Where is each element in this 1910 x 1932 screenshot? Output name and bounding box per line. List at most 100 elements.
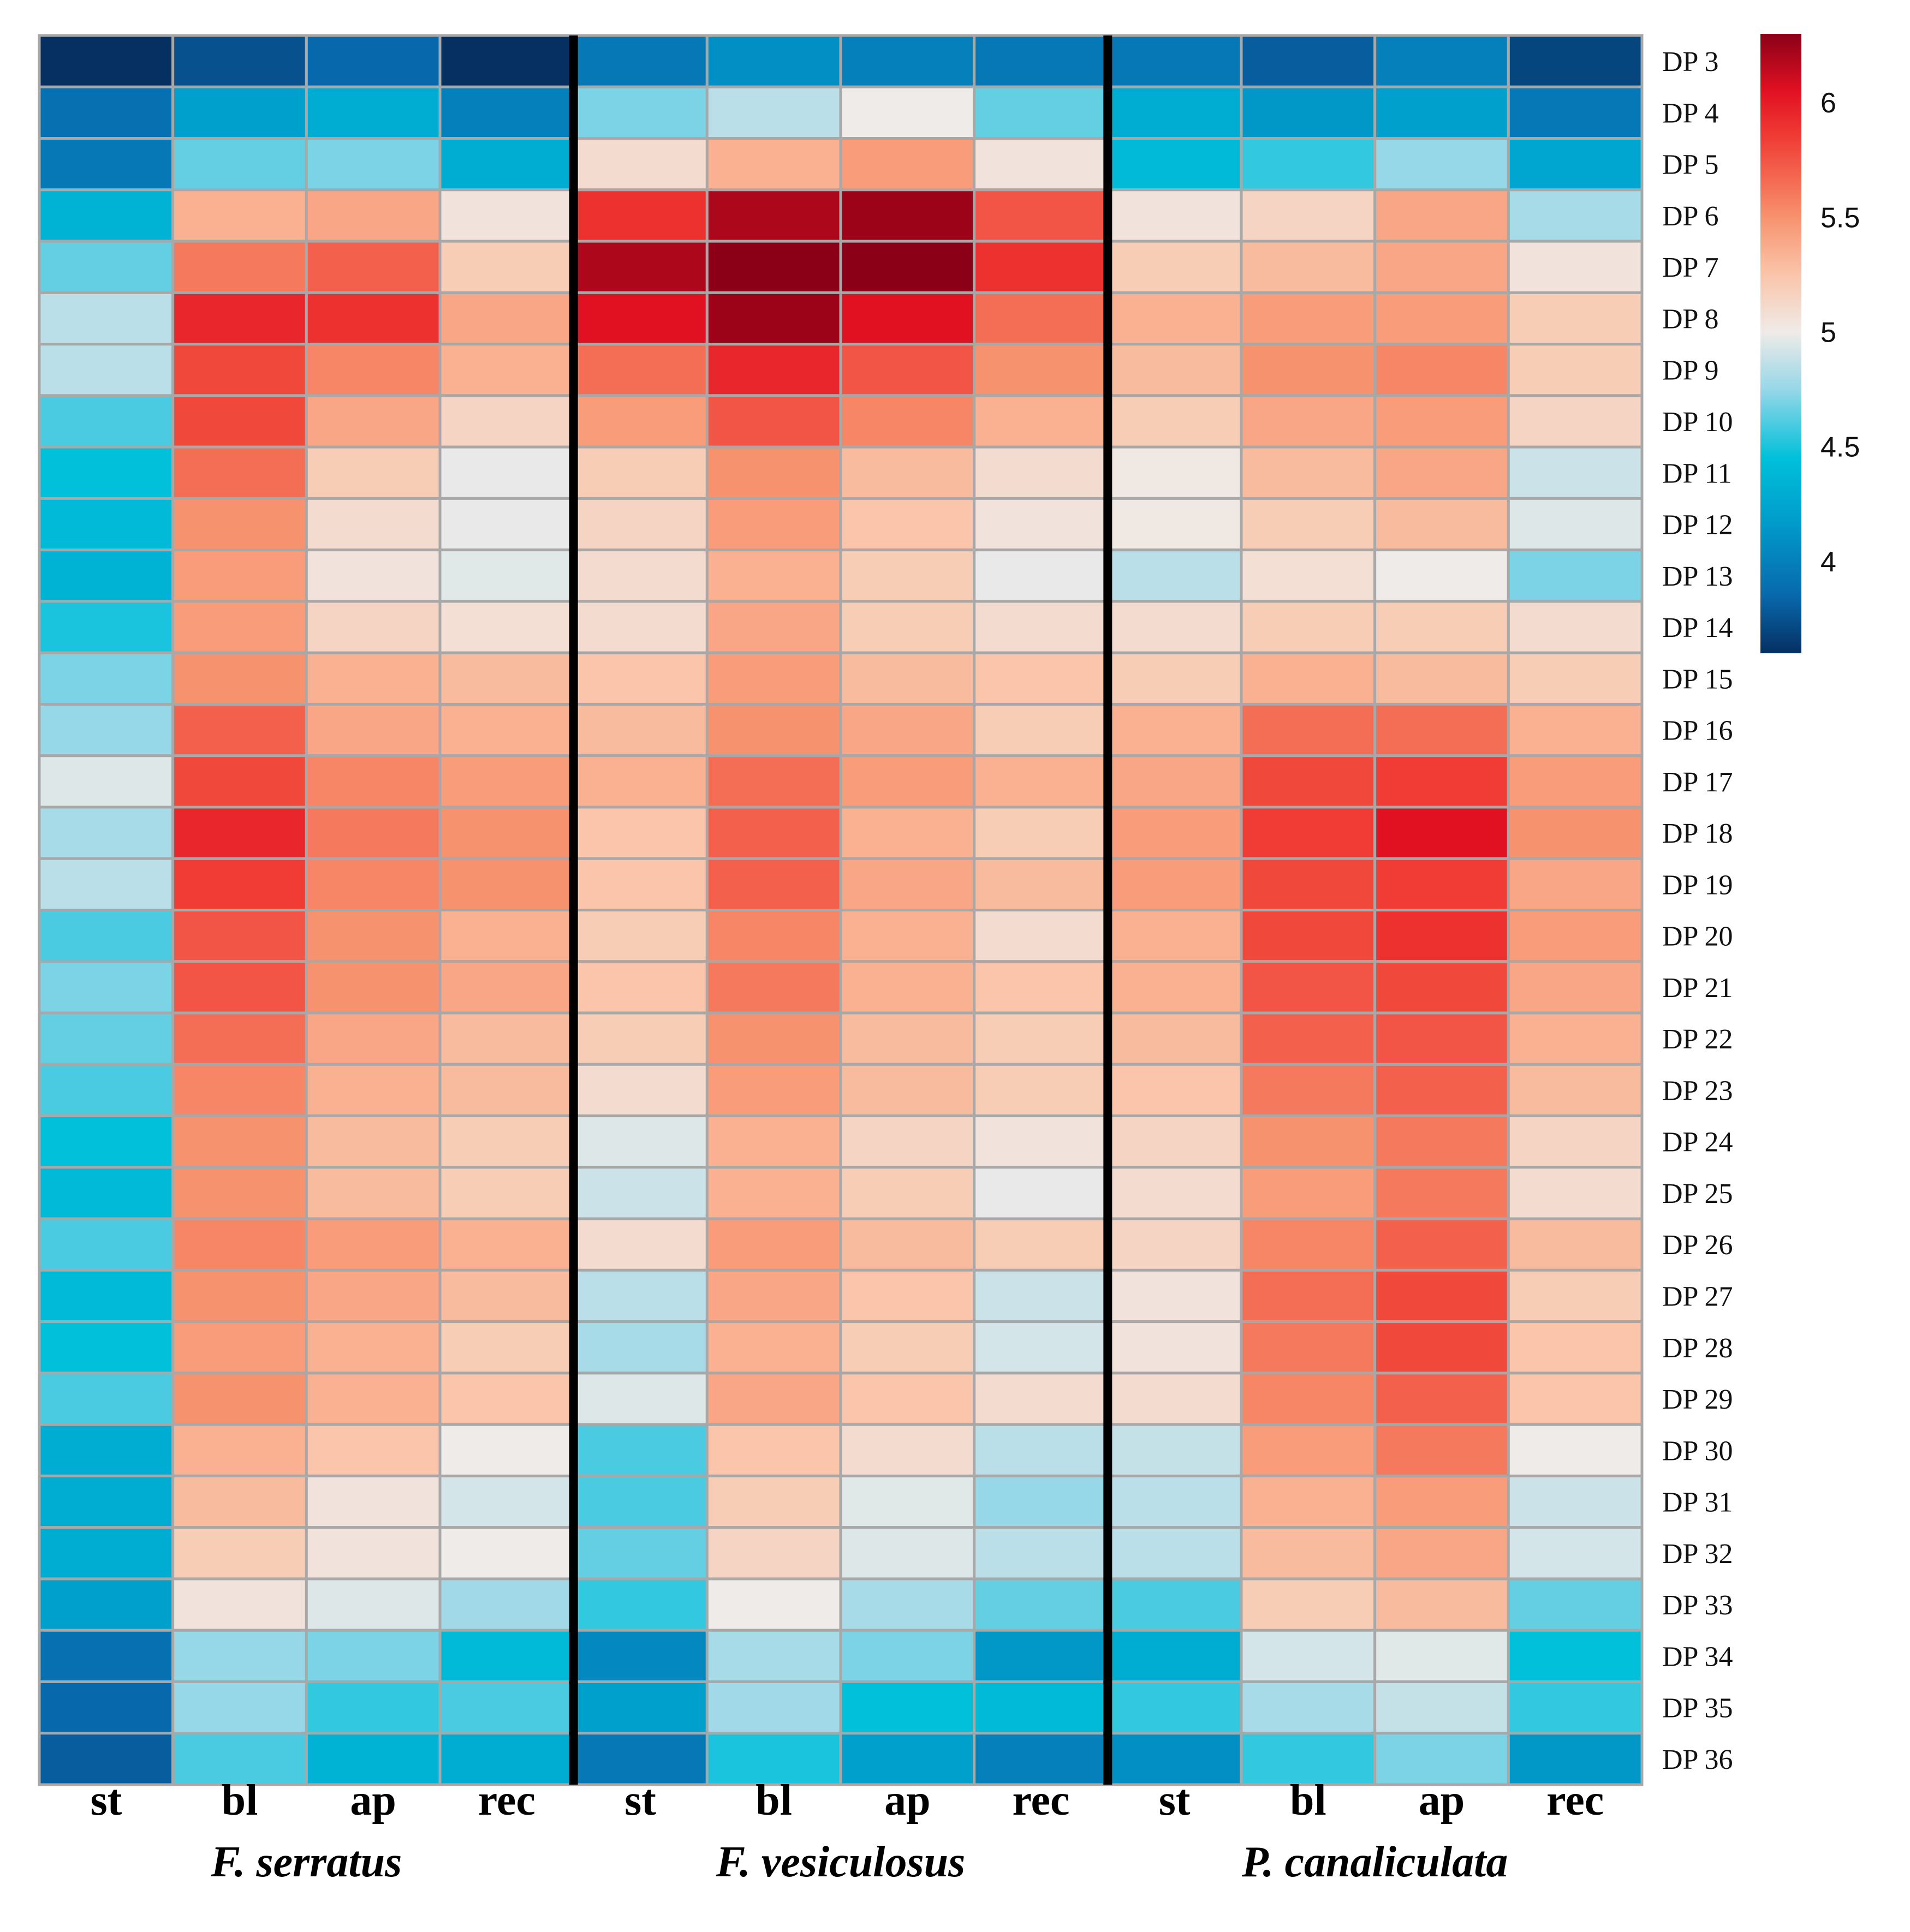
- heatmap-cell: [1373, 548, 1510, 603]
- heatmap-cell: [839, 85, 976, 140]
- heatmap-cell: [305, 85, 442, 140]
- heatmap-cell: [171, 1268, 308, 1323]
- heatmap-cell: [1240, 188, 1377, 243]
- group-label: F. serratus: [210, 1838, 402, 1886]
- heatmap-cell: [1240, 1474, 1377, 1529]
- heatmap-cell: [705, 445, 842, 500]
- heatmap-cell: [1373, 1423, 1510, 1477]
- row-label: DP 36: [1662, 1744, 1733, 1775]
- heatmap-cell: [1373, 85, 1510, 140]
- heatmap-cell: [1507, 85, 1644, 140]
- heatmap-cell: [1373, 909, 1510, 963]
- heatmap-cell: [438, 1166, 575, 1220]
- heatmap-cell: [171, 548, 308, 603]
- heatmap-cell: [839, 754, 976, 809]
- heatmap-cell: [438, 1680, 575, 1735]
- heatmap-cell: [1106, 34, 1243, 88]
- colorbar-tick-label: 5: [1820, 317, 1836, 348]
- heatmap-cell: [839, 1320, 976, 1375]
- heatmap-cell: [38, 343, 175, 397]
- heatmap-cell: [38, 497, 175, 552]
- heatmap-cell: [438, 394, 575, 449]
- heatmap-cell: [38, 85, 175, 140]
- heatmap-cell: [1240, 1526, 1377, 1581]
- row-label: DP 11: [1662, 458, 1732, 489]
- heatmap-cell: [38, 1217, 175, 1272]
- heatmap-cell: [705, 343, 842, 397]
- heatmap-cell: [572, 445, 709, 500]
- heatmap-cell: [38, 960, 175, 1015]
- heatmap-cell: [973, 1114, 1109, 1169]
- heatmap-cell: [1240, 497, 1377, 552]
- row-label: DP 27: [1662, 1281, 1733, 1312]
- heatmap-cell: [438, 1474, 575, 1529]
- heatmap-cell: [1373, 754, 1510, 809]
- heatmap-cell: [305, 1423, 442, 1477]
- heatmap-cell: [839, 960, 976, 1015]
- heatmap-cell: [1373, 960, 1510, 1015]
- heatmap-cell: [1373, 702, 1510, 758]
- heatmap-cell: [1373, 1629, 1510, 1683]
- heatmap-cell: [38, 1011, 175, 1066]
- row-label: DP 23: [1662, 1075, 1733, 1106]
- heatmap-cell: [38, 1114, 175, 1169]
- heatmap-cell: [305, 1063, 442, 1118]
- heatmap-cell: [438, 497, 575, 552]
- heatmap-cell: [1106, 1320, 1243, 1375]
- heatmap-cell: [38, 1320, 175, 1375]
- heatmap-cell: [839, 651, 976, 706]
- heatmap-cell: [973, 1011, 1109, 1066]
- heatmap-cell: [572, 1114, 709, 1169]
- heatmap-cell: [171, 1629, 308, 1683]
- column-label: ap: [1419, 1776, 1465, 1824]
- heatmap-cell: [305, 1680, 442, 1735]
- row-label: DP 22: [1662, 1024, 1733, 1055]
- heatmap-cell: [572, 1268, 709, 1323]
- heatmap-cell: [305, 1474, 442, 1529]
- heatmap-cell: [38, 702, 175, 758]
- heatmap-cell: [171, 1372, 308, 1426]
- colorbar-ticks: 4 4.5 5 5.5 6: [1820, 87, 1860, 578]
- heatmap-cell: [305, 600, 442, 654]
- heatmap-cell: [438, 240, 575, 294]
- heatmap-cell: [705, 137, 842, 192]
- heatmap-cell: [38, 909, 175, 963]
- heatmap-cell: [1240, 960, 1377, 1015]
- column-label: bl: [755, 1776, 792, 1824]
- column-label: bl: [1290, 1776, 1326, 1824]
- heatmap-cell: [705, 1680, 842, 1735]
- heatmap-cell: [38, 1372, 175, 1426]
- heatmap-cell: [1373, 240, 1510, 294]
- heatmap-cell: [1373, 291, 1510, 346]
- heatmap-cell: [38, 394, 175, 449]
- heatmap-cell: [1507, 1166, 1644, 1220]
- heatmap-cell: [1507, 857, 1644, 912]
- heatmap-cell: [171, 702, 308, 758]
- heatmap-cell: [38, 445, 175, 500]
- heatmap-cell: [1240, 1629, 1377, 1683]
- heatmap-cell: [38, 1268, 175, 1323]
- heatmap-cell: [1106, 343, 1243, 397]
- heatmap-cell: [438, 291, 575, 346]
- row-label: DP 34: [1662, 1641, 1733, 1672]
- heatmap-cell: [1507, 1114, 1644, 1169]
- row-label: DP 30: [1662, 1435, 1733, 1466]
- column-label: rec: [1012, 1776, 1069, 1824]
- row-label: DP 5: [1662, 150, 1719, 181]
- heatmap-cell: [839, 1474, 976, 1529]
- heatmap-cell: [38, 1732, 175, 1786]
- heatmap-cell: [705, 1268, 842, 1323]
- heatmap-cell: [572, 1629, 709, 1683]
- heatmap-cell: [1507, 137, 1644, 192]
- heatmap-cell: [1507, 1526, 1644, 1581]
- heatmap-cell: [1373, 1372, 1510, 1426]
- heatmap-cell: [171, 1423, 308, 1477]
- heatmap-cell: [572, 1011, 709, 1066]
- heatmap-cell: [839, 1577, 976, 1632]
- heatmap-cell: [572, 85, 709, 140]
- heatmap-cell: [839, 1011, 976, 1066]
- heatmap-cell: [1106, 1114, 1243, 1169]
- heatmap-cell: [1507, 1474, 1644, 1529]
- row-label: DP 19: [1662, 869, 1733, 901]
- heatmap-cell: [1507, 1629, 1644, 1683]
